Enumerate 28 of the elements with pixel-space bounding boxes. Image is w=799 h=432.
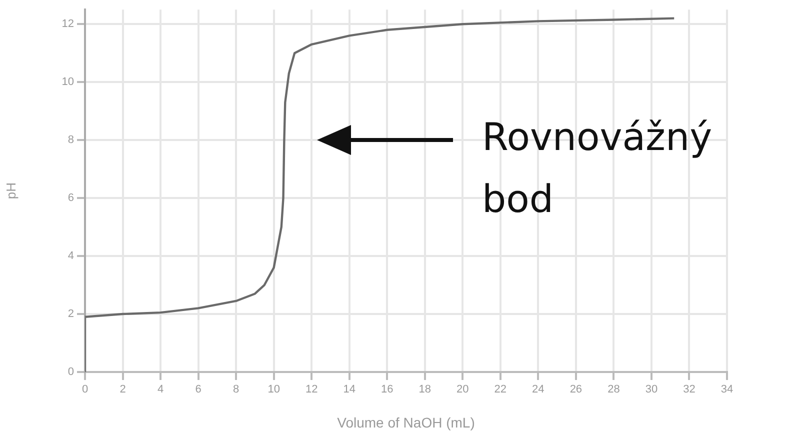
- x-tick-label: 2: [120, 384, 126, 396]
- x-tick-label: 22: [494, 384, 507, 396]
- y-tick-label: 6: [68, 192, 74, 204]
- x-tick-label: 4: [157, 384, 164, 396]
- x-tick-label: 30: [645, 384, 658, 396]
- y-axis-title: pH: [3, 182, 18, 200]
- x-tick-label: 24: [532, 384, 544, 396]
- x-tick-label: 18: [418, 384, 432, 396]
- y-tick-label: 0: [68, 366, 74, 378]
- x-tick-label: 6: [195, 384, 202, 396]
- x-tick-label: 32: [683, 384, 696, 396]
- x-tick-label: 28: [608, 384, 620, 396]
- x-tick-label: 10: [268, 384, 280, 396]
- x-tick-label: 26: [570, 384, 582, 396]
- x-tick-label: 20: [456, 384, 469, 396]
- annotation: Rovnovážný bod: [482, 114, 714, 223]
- y-tick-label: 8: [68, 134, 74, 146]
- x-tick-label: 34: [720, 384, 734, 396]
- y-tick-label: 2: [68, 308, 74, 320]
- x-axis-title: Volume of NaOH (mL): [337, 414, 475, 430]
- x-tick-label: 14: [343, 384, 356, 396]
- x-tick-label: 8: [232, 384, 240, 396]
- y-tick-label: 12: [62, 18, 74, 30]
- x-tick-label: 0: [82, 384, 88, 396]
- y-tick-label: 4: [68, 250, 74, 262]
- x-tick-label: 12: [305, 384, 318, 396]
- x-tick-label: 16: [380, 384, 394, 396]
- y-tick-label: 10: [62, 76, 74, 88]
